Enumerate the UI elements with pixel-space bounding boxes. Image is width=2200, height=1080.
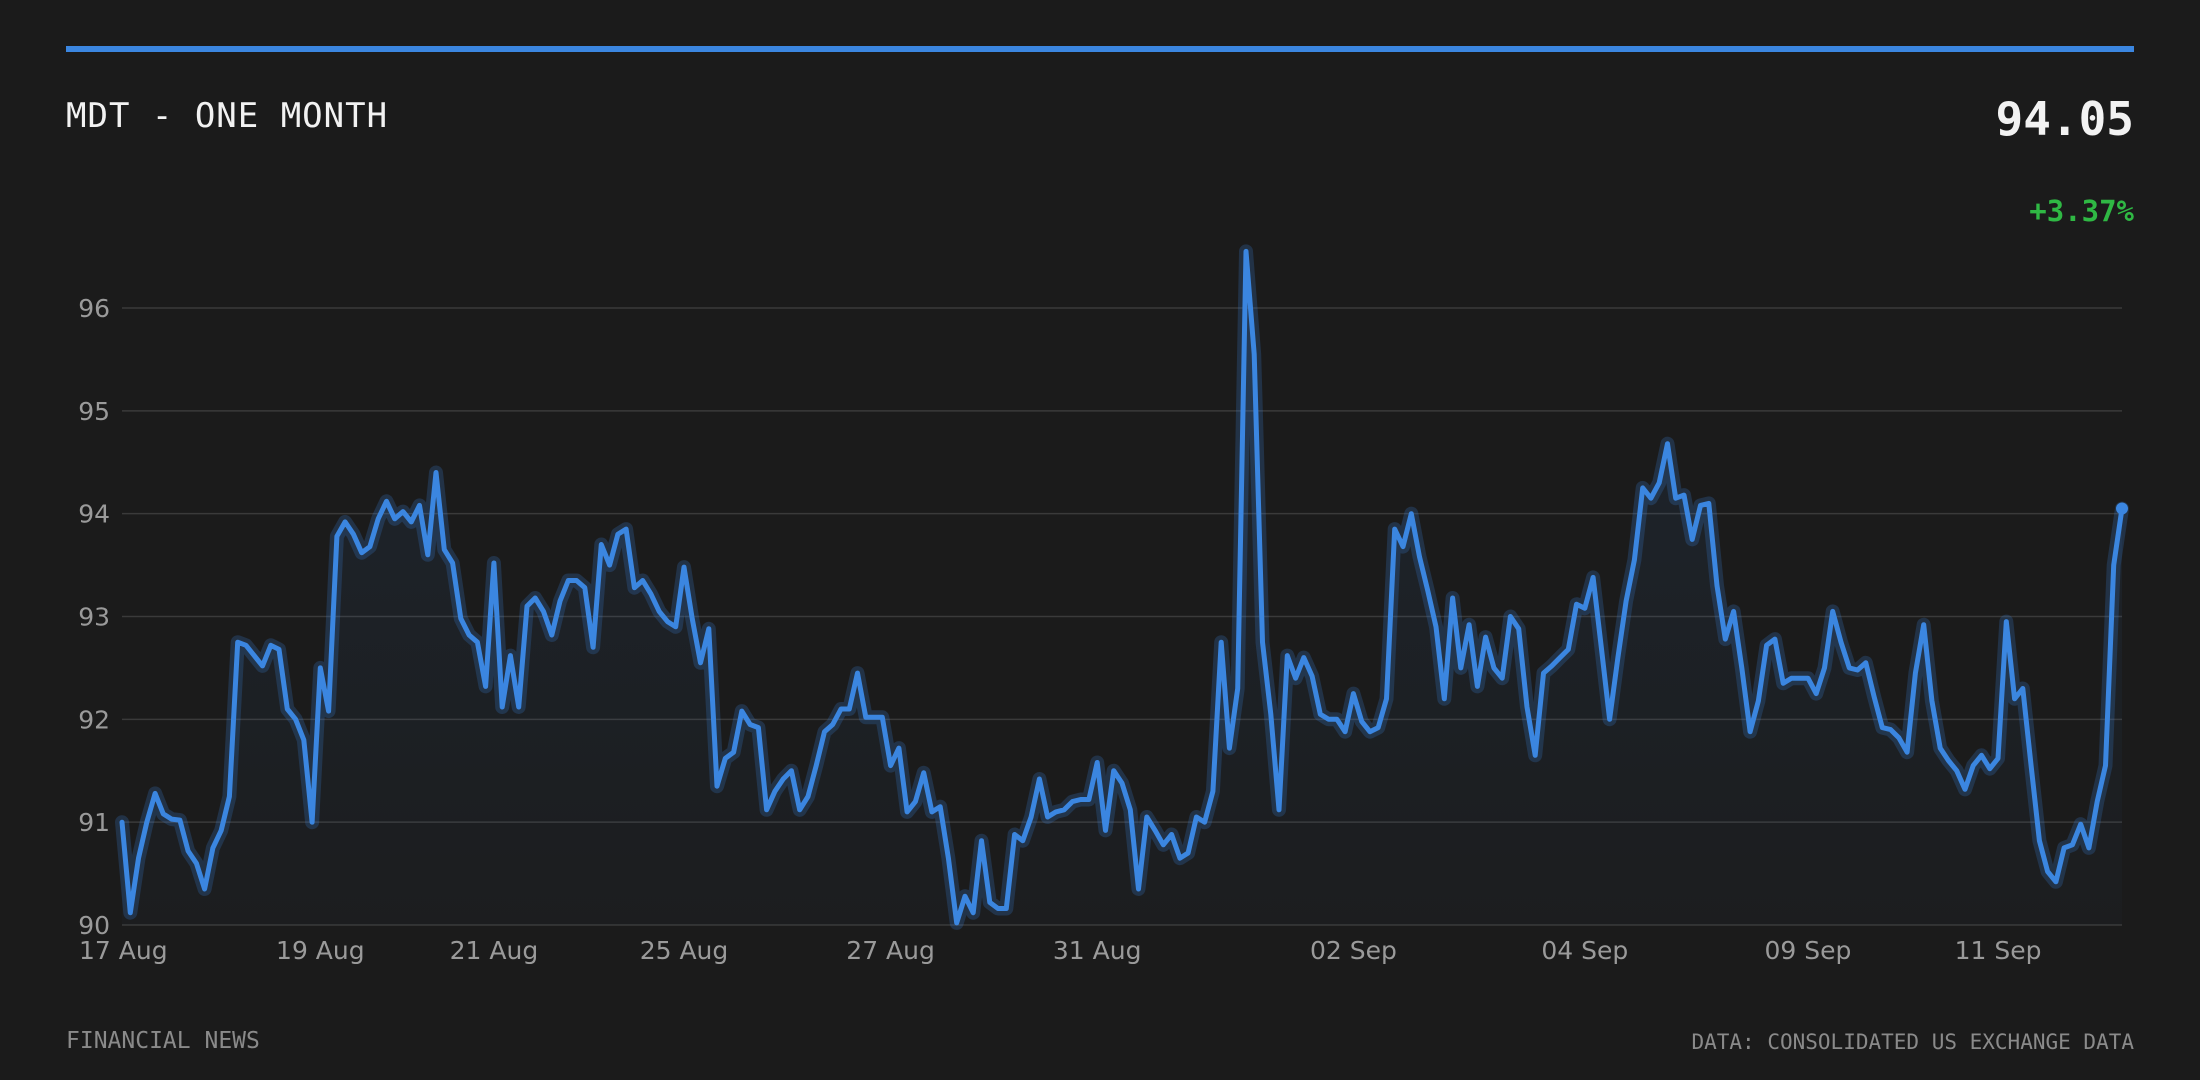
x-tick-label: 25 Aug [640, 936, 729, 965]
x-tick-label: 17 Aug [79, 936, 168, 965]
y-tick-label: 93 [78, 602, 110, 631]
x-tick-label: 09 Sep [1765, 936, 1852, 965]
footer-source-label: FINANCIAL NEWS [66, 1028, 260, 1054]
current-price: 94.05 [1995, 92, 2134, 146]
y-tick-label: 94 [78, 500, 110, 529]
y-tick-label: 95 [78, 397, 110, 426]
price-line [119, 248, 2125, 926]
price-change-percent: +3.37% [2029, 194, 2134, 228]
x-axis-ticks: 17 Aug 19 Aug 21 Aug 25 Aug 27 Aug 31 Aug 02 S… [79, 936, 2041, 965]
x-tick-label: 19 Aug [276, 936, 365, 965]
x-tick-label: 11 Sep [1955, 936, 2042, 965]
y-tick-label: 96 [78, 294, 110, 323]
top-accent-rule [66, 46, 2134, 52]
last-price-point [2116, 502, 2128, 515]
footer-data-credit: DATA: CONSOLIDATED US EXCHANGE DATA [1691, 1030, 2134, 1054]
x-tick-label: 04 Sep [1541, 936, 1628, 965]
x-tick-label: 02 Sep [1310, 936, 1397, 965]
y-axis-ticks: 90 91 92 93 94 95 96 [78, 294, 110, 940]
x-tick-label: 21 Aug [450, 936, 539, 965]
price-area-fill [122, 251, 2122, 925]
x-tick-label: 27 Aug [846, 936, 935, 965]
y-tick-label: 90 [78, 911, 110, 940]
x-tick-label: 31 Aug [1053, 936, 1142, 965]
y-tick-label: 92 [78, 705, 110, 734]
y-tick-label: 91 [78, 808, 110, 837]
chart-title: MDT - ONE MONTH [66, 96, 389, 136]
